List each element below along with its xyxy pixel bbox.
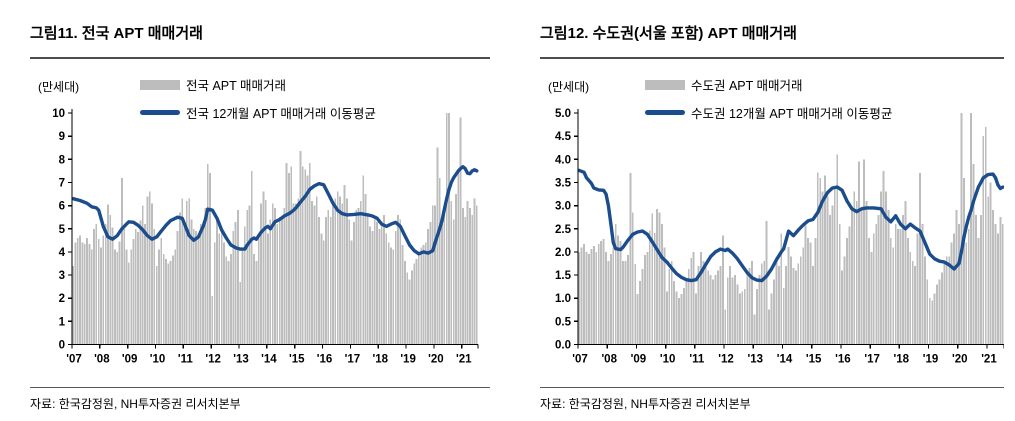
y-tick-label: 2 <box>59 293 65 305</box>
y-tick-label: 3.0 <box>555 201 571 213</box>
legend-row-line: 수도권 12개월 APT 매매거래 이동평균 <box>645 103 892 122</box>
y-tick-label: 4.0 <box>555 154 571 166</box>
y-tick-label: 4.5 <box>555 131 572 143</box>
x-tick-label: '17 <box>864 354 880 366</box>
y-tick-label: 2.5 <box>555 224 572 236</box>
legend-row-line: 전국 12개월 APT 매매거래 이동평균 <box>140 103 376 122</box>
y-tick-label: 10 <box>52 108 65 120</box>
y-tick-label: 4 <box>59 247 66 259</box>
x-tick-label: '11 <box>178 354 193 366</box>
bar-series-label: 전국 APT 매매거래 <box>186 79 287 93</box>
moving-average-line <box>71 164 479 256</box>
legend-row-bars: 전국 APT 매매거래 <box>140 75 376 94</box>
legend-row-bars: 수도권 APT 매매거래 <box>645 75 892 94</box>
figure-12-panel: 그림12. 수도권(서울 포함) APT 매매거래 0.0 0.5 1.0 1.5 2.… <box>540 18 1004 412</box>
y-tick-label: 5 <box>59 224 66 236</box>
x-tick-label: '19 <box>923 354 939 366</box>
x-tick-label: '08 <box>601 354 617 366</box>
y-tick-label: 9 <box>59 131 65 143</box>
figure-12-title-rule <box>540 57 1004 59</box>
x-tick-label: '11 <box>689 354 704 366</box>
axes <box>574 109 1004 349</box>
bar-series-swatch <box>140 79 180 90</box>
bar-series-label: 수도권 APT 매매거래 <box>691 79 803 93</box>
x-tick-label: '16 <box>317 354 333 366</box>
figure-12-title: 그림12. 수도권(서울 포함) APT 매매거래 <box>540 25 797 42</box>
x-tick-label: '07 <box>572 354 588 366</box>
x-tick-label: '13 <box>233 354 249 366</box>
figure-11-title-rule <box>30 57 490 59</box>
y-tick-label: 0.0 <box>555 340 571 352</box>
figure-11-title: 그림11. 전국 APT 매매거래 <box>30 25 203 42</box>
y-tick-label: 7 <box>59 177 65 189</box>
bar-series <box>578 113 1004 345</box>
x-tick-label: '17 <box>345 354 361 366</box>
y-tick-label: 1 <box>59 316 66 328</box>
bar-series <box>72 113 478 345</box>
line-series-label: 전국 12개월 APT 매매거래 이동평균 <box>186 107 376 121</box>
y-tick-label: 1.0 <box>555 293 571 305</box>
figure-11-panel: 그림11. 전국 APT 매매거래 0 1 2 3 4 5 6 7 8 9 10 '07 '08 '09 '… <box>30 18 490 412</box>
y-tick-label: 0 <box>59 340 65 352</box>
x-tick-label: '12 <box>205 354 221 366</box>
figure-11-source-note: 자료: 한국감정원, NH투자증권 리서치본부 <box>30 397 241 411</box>
figure-11-chart-area: 0 1 2 3 4 5 6 7 8 9 10 '07 '08 '09 '10 '11 '12 '13 '14 '15 '… <box>30 61 490 379</box>
x-tick-label: '12 <box>718 354 734 366</box>
moving-average-line <box>577 168 1004 283</box>
figure-12-legend: 수도권 APT 매매거래 수도권 12개월 APT 매매거래 이동평균 <box>645 75 892 131</box>
x-tick-label: '10 <box>150 354 166 366</box>
x-tick-label: '10 <box>660 354 676 366</box>
figure-12-chart: 0.0 0.5 1.0 1.5 2.0 2.5 3.0 3.5 4.0 4.5 5.0 '07 '08 '… <box>555 108 1004 366</box>
figure-11-chart: 0 1 2 3 4 5 6 7 8 9 10 '07 '08 '09 '10 '11 '12 '13 '14 '15 '… <box>52 108 479 366</box>
figure-12-chart-area: 0.0 0.5 1.0 1.5 2.0 2.5 3.0 3.5 4.0 4.5 5.0 '07 '08 '… <box>540 61 1004 379</box>
y-tick-label: 2.0 <box>555 247 571 259</box>
y-tick-label: 1.5 <box>555 270 572 282</box>
figure-11-source-rule <box>30 387 490 388</box>
bar-series-swatch <box>645 79 685 90</box>
x-tick-label: '13 <box>748 354 764 366</box>
x-tick-label: '07 <box>66 354 82 366</box>
axes <box>68 109 479 349</box>
x-tick-label: '20 <box>952 354 968 366</box>
y-tick-label: 6 <box>59 201 65 213</box>
x-tick-label: '15 <box>806 354 822 366</box>
y-tick-label: 3.5 <box>555 177 572 189</box>
x-tick-label: '21 <box>981 354 997 366</box>
x-tick-label: '19 <box>400 354 416 366</box>
x-tick-label: '09 <box>122 354 138 366</box>
x-tick-label: '18 <box>894 354 910 366</box>
figure-11-y-unit-label: (만세대) <box>38 80 80 94</box>
figure-12-source-note: 자료: 한국감정원, NH투자증권 리서치본부 <box>540 397 751 411</box>
x-tick-label: '09 <box>631 354 647 366</box>
x-tick-label: '14 <box>261 354 277 366</box>
line-series-swatch <box>140 110 180 115</box>
figure-12-y-unit-label: (만세대) <box>548 80 590 94</box>
x-tick-label: '21 <box>456 354 472 366</box>
y-tick-label: 3 <box>59 270 65 282</box>
y-tick-label: 0.5 <box>555 316 572 328</box>
x-tick-label: '14 <box>777 354 793 366</box>
x-tick-label: '16 <box>835 354 851 366</box>
line-series-label: 수도권 12개월 APT 매매거래 이동평균 <box>691 107 893 121</box>
y-tick-label: 8 <box>59 154 66 166</box>
figure-12-source-rule <box>540 387 1004 388</box>
y-tick-label: 5.0 <box>555 108 571 120</box>
x-tick-label: '20 <box>428 354 444 366</box>
figure-11-legend: 전국 APT 매매거래 전국 12개월 APT 매매거래 이동평균 <box>140 75 376 131</box>
line-series-swatch <box>645 110 685 115</box>
x-tick-label: '18 <box>372 354 388 366</box>
x-tick-label: '15 <box>289 354 305 366</box>
x-tick-label: '08 <box>94 354 110 366</box>
